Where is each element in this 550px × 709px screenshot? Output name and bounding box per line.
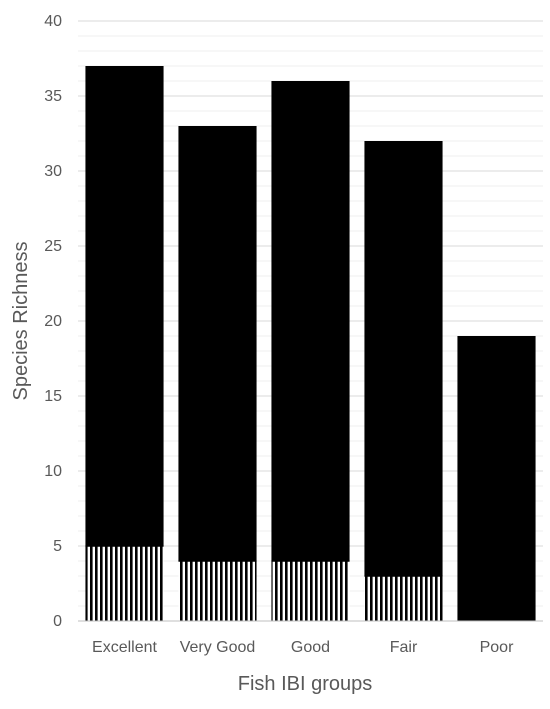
y-tick-label: 25 [44, 238, 62, 255]
y-tick-label: 10 [44, 463, 62, 480]
x-tick-label: Very Good [180, 639, 256, 656]
y-tick-label: 30 [44, 163, 62, 180]
x-tick-label: Excellent [92, 639, 157, 656]
x-tick-label: Fair [390, 639, 418, 656]
y-tick-label: 40 [44, 13, 62, 30]
x-tick-label: Good [291, 639, 330, 656]
x-tick-label: Poor [480, 639, 514, 656]
bars [85, 66, 536, 621]
bar-segment-very-good-solid [178, 126, 257, 561]
bar-segment-poor-solid [457, 336, 536, 621]
y-axis-title: Species Richness [10, 242, 32, 401]
y-tick-label: 20 [44, 313, 62, 330]
bar-segment-very-good-striped [178, 561, 257, 621]
bar-segment-fair-striped [364, 576, 443, 621]
bar-segment-fair-solid [364, 141, 443, 576]
bar-segment-good-striped [271, 561, 350, 621]
bar-segment-excellent-striped [85, 546, 164, 621]
y-tick-label: 15 [44, 388, 62, 405]
bar-segment-excellent-solid [85, 66, 164, 546]
y-tick-label: 5 [53, 538, 62, 555]
y-axis-ticks: 0 5 10 15 20 25 30 35 40 [44, 13, 62, 630]
x-axis-ticks: Excellent Very Good Good Fair Poor [92, 639, 514, 656]
bar-segment-good-solid [271, 81, 350, 561]
y-tick-label: 35 [44, 88, 62, 105]
x-axis-title: Fish IBI groups [238, 673, 373, 695]
y-tick-label: 0 [53, 613, 62, 630]
